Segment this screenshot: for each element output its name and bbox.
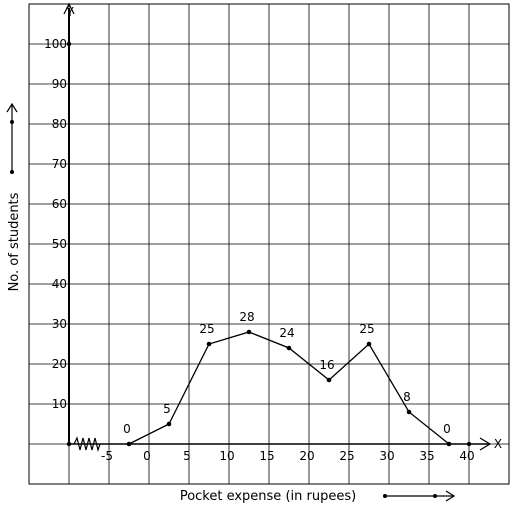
axes (6, 2, 492, 502)
y-axis-arrowhead (63, 2, 75, 15)
y-direction-dot (10, 170, 14, 174)
data-point (126, 441, 132, 447)
data-point (206, 341, 212, 347)
data-point (166, 421, 172, 427)
x-axis-end-point (466, 441, 472, 447)
data-label: 25 (359, 322, 374, 336)
x-tick-label: 10 (219, 449, 234, 463)
y-direction-arrowhead (6, 102, 18, 113)
x-tick-label: 15 (259, 449, 274, 463)
x-tick-label: 0 (143, 449, 151, 463)
grid (28, 3, 510, 485)
y-axis-title: No. of students (7, 192, 22, 291)
y-tick-label: 90 (52, 77, 67, 91)
x-direction-arrowhead (445, 490, 456, 502)
y-direction-dot (10, 120, 14, 124)
x-axis-letter: X (494, 437, 502, 451)
y-tick-label: 80 (52, 117, 67, 131)
x-tick-label: 35 (419, 449, 434, 463)
y-tick-label: 60 (52, 197, 67, 211)
x-tick-label: 25 (339, 449, 354, 463)
y-tick-label: 100 (44, 37, 67, 51)
data-label: 8 (403, 390, 411, 404)
y-axis-letter: Y (65, 5, 74, 19)
x-axis-title: Pocket expense (in rupees) (180, 489, 356, 504)
x-direction-dot (383, 494, 387, 498)
data-label: 28 (239, 310, 254, 324)
x-tick-label: 20 (299, 449, 314, 463)
y-tick-label: 30 (52, 317, 67, 331)
data-point (366, 341, 372, 347)
data-label: 25 (199, 322, 214, 336)
origin-point (66, 441, 72, 447)
y-tick-label: 50 (52, 237, 67, 251)
y-tick-label: 70 (52, 157, 67, 171)
y-tick-label: 40 (52, 277, 67, 291)
x-tick-label: -5 (101, 449, 113, 463)
y-axis-top-point (66, 41, 72, 47)
axis-break-symbol (73, 436, 101, 453)
data-label: 16 (319, 358, 334, 372)
y-tick-label: 10 (52, 397, 67, 411)
data-point (446, 441, 452, 447)
x-tick-label: 40 (459, 449, 474, 463)
x-tick-label: 30 (379, 449, 394, 463)
y-tick-label: 20 (52, 357, 67, 371)
data-label: 5 (163, 402, 171, 416)
data-point (326, 377, 332, 383)
series-line (126, 329, 452, 447)
data-label: 0 (443, 422, 451, 436)
data-point (406, 409, 412, 415)
x-tick-label: 5 (183, 449, 191, 463)
data-point (246, 329, 252, 335)
data-label: 24 (279, 326, 294, 340)
x-direction-dot (433, 494, 437, 498)
data-labels: 0 5 25 28 24 16 25 8 0 (123, 310, 451, 436)
data-label: 0 (123, 422, 131, 436)
x-axis-arrowhead (479, 437, 492, 451)
data-point (286, 345, 292, 351)
